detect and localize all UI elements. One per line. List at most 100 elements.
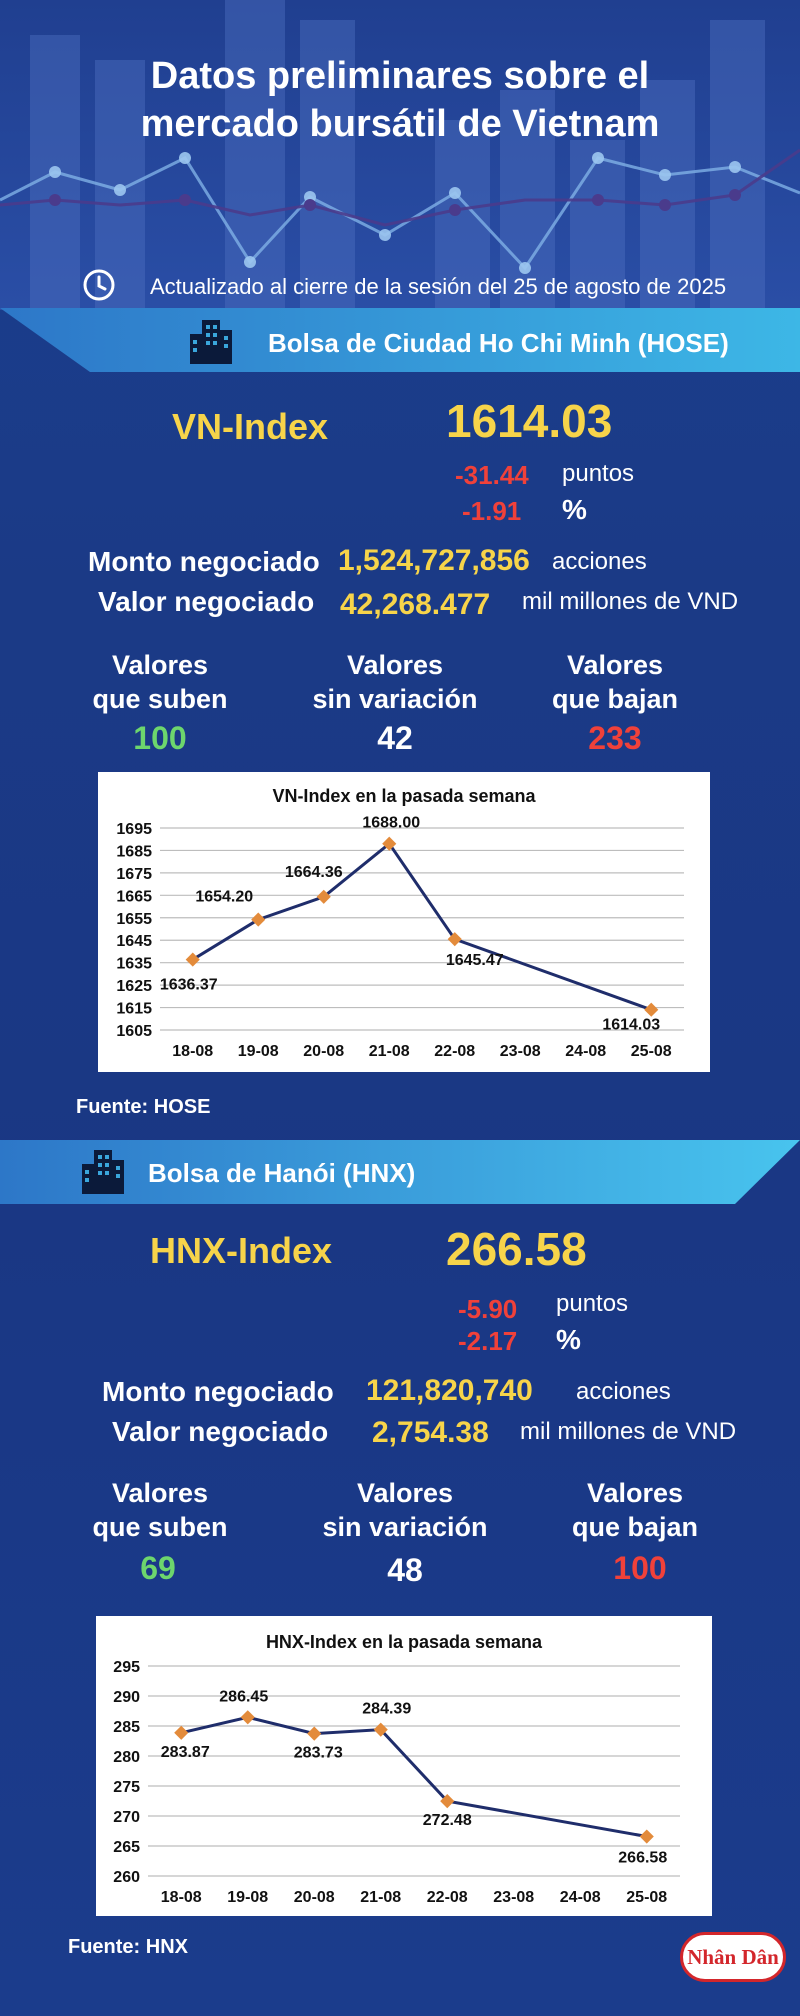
x-tick-label: 21-08 [360,1889,401,1906]
data-point [316,889,331,904]
x-tick-label: 23-08 [493,1889,534,1906]
vn-index-chart: VN-Index en la pasada semana 1605 1615 1625… [116,786,684,1060]
hose-index-value: 1614.03 [446,395,613,447]
hnx-up-label-line2: que suben [92,1512,228,1542]
hnx-index-value: 266.58 [446,1223,587,1275]
hose-down-count: 233 [588,720,642,756]
y-tick-label: 260 [113,1869,140,1886]
x-tick-label: 21-08 [369,1043,410,1060]
y-tick-label: 265 [113,1839,140,1856]
hose-value-unit: mil millones de VND [522,588,739,615]
y-tick-label: 1655 [116,911,152,928]
hose-volume-unit: acciones [552,548,647,575]
data-label: 283.87 [161,1744,210,1761]
hnx-flat-count: 48 [387,1552,423,1588]
hose-down-label: Valores que bajan [520,648,710,716]
y-tick-label: 1675 [116,866,152,883]
x-tick-label: 24-08 [565,1043,606,1060]
x-tick-label: 22-08 [434,1043,475,1060]
data-point [440,1794,455,1809]
title-line-1: Datos preliminares sobre el [150,55,650,97]
hose-down-label-line2: que bajan [551,684,679,714]
data-point [644,1002,659,1017]
y-tick-label: 285 [113,1719,140,1736]
hnx-index-name: HNX-Index [150,1230,333,1271]
data-point [307,1726,322,1741]
hnx-down-count: 100 [613,1550,667,1586]
x-tick-label: 19-08 [238,1043,279,1060]
x-tick-label: 24-08 [560,1889,601,1906]
data-point [447,932,462,947]
hose-up-count: 100 [133,720,187,756]
y-tick-label: 1645 [116,933,152,950]
y-tick-label: 1685 [116,843,152,860]
data-label: 1645.47 [446,952,504,969]
hnx-flat-label-line1: Valores [356,1478,454,1508]
hnx-up-count: 69 [140,1550,176,1586]
hnx-value-label: Valor negociado [112,1416,329,1447]
data-label: 1664.36 [285,864,343,881]
hnx-down-label-line2: que bajan [571,1512,699,1542]
x-tick-label: 25-08 [626,1889,667,1906]
header-decoration [0,0,800,310]
hose-volume-value: 1,524,727,856 [338,544,530,577]
hose-down-label-line1: Valores [566,650,664,680]
chart-title: VN-Index en la pasada semana [272,786,536,806]
x-tick-label: 19-08 [227,1889,268,1906]
hnx-points-unit: puntos [556,1290,629,1317]
hose-source: Fuente: HOSE [76,1096,211,1118]
x-tick-label: 20-08 [303,1043,344,1060]
data-point [185,952,200,967]
x-tick-label: 22-08 [427,1889,468,1906]
data-label: 266.58 [618,1850,667,1867]
data-label: 1654.20 [195,889,253,906]
y-tick-label: 1665 [116,888,152,905]
data-label: 1614.03 [602,1017,660,1034]
y-tick-label: 1605 [116,1023,152,1040]
data-point [174,1725,189,1740]
hnx-flat-label-line2: sin variación [322,1512,488,1542]
data-point [240,1710,255,1725]
hnx-chart-box: HNX-Index en la pasada semana 260 265 270 27… [96,1616,712,1916]
page-title: Datos preliminares sobre el mercado burs… [0,52,800,148]
hose-up-label-line2: que suben [92,684,228,714]
hose-banner-title: Bolsa de Ciudad Ho Chi Minh (HOSE) [268,328,729,358]
y-tick-label: 295 [113,1659,140,1676]
hose-flat-count: 42 [377,720,413,756]
data-point [251,912,266,927]
y-tick-label: 290 [113,1689,140,1706]
hnx-volume-label: Monto negociado [102,1376,334,1407]
building-icon [190,320,232,364]
x-tick-label: 23-08 [500,1043,541,1060]
hose-change-pct: -1.91 [462,496,522,526]
hose-flat-label-line2: sin variación [312,684,478,714]
hnx-value-value: 2,754.38 [372,1416,489,1449]
hose-flat-label: Valores sin variación [280,648,510,716]
hose-up-label: Valores que suben [60,648,260,716]
x-tick-label: 25-08 [631,1043,672,1060]
data-label: 1636.37 [160,977,218,994]
hnx-down-label-line1: Valores [586,1478,684,1508]
data-point [639,1829,654,1844]
hose-value-label: Valor negociado [98,586,315,617]
hnx-flat-label: Valores sin variación [290,1476,520,1544]
data-label: 284.39 [362,1701,411,1718]
hose-pct-unit: % [562,494,587,525]
y-tick-label: 270 [113,1809,140,1826]
title-line-2: mercado bursátil de Vietnam [140,103,660,145]
chart-title: HNX-Index en la pasada semana [266,1632,543,1652]
updated-timestamp: Actualizado al cierre de la sesión del 2… [150,274,727,299]
clock-icon [83,269,115,301]
header-background [0,0,800,310]
hose-flat-label-line1: Valores [346,650,444,680]
data-label: 272.48 [423,1812,472,1829]
data-point [382,836,397,851]
building-icon [82,1150,124,1194]
logo-text: Nhân Dân [687,1944,779,1969]
hnx-banner-title: Bolsa de Hanói (HNX) [148,1158,416,1188]
data-label: 283.73 [294,1745,343,1762]
hnx-pct-unit: % [556,1324,581,1355]
x-tick-label: 20-08 [294,1889,335,1906]
hnx-value-unit: mil millones de VND [520,1418,737,1445]
y-tick-label: 1625 [116,978,152,995]
